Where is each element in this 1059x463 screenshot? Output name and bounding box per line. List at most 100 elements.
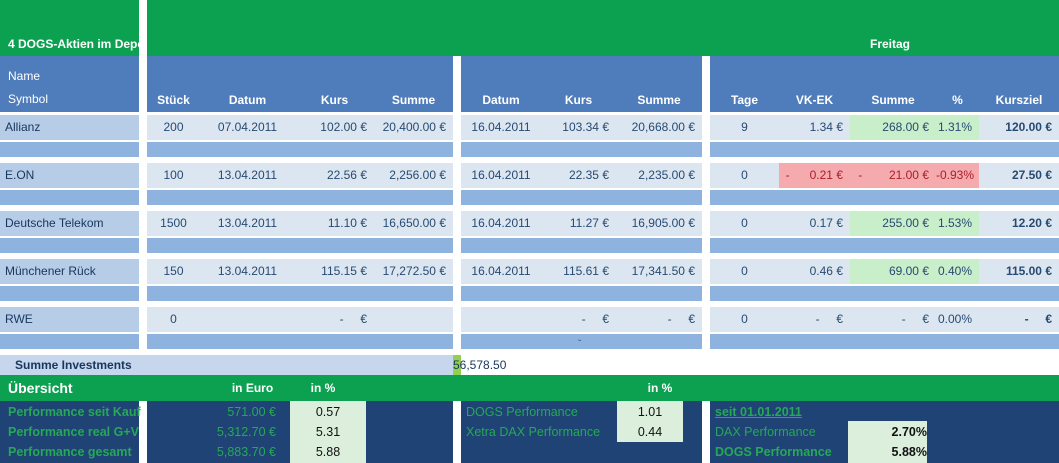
cell-summe-akt[interactable]: 20,668.00 € <box>616 115 702 140</box>
cell-kursziel[interactable]: - € <box>979 307 1059 332</box>
cell-kursziel[interactable]: 120.00 € <box>979 115 1059 140</box>
cell-summe-gv[interactable]: - € <box>850 307 936 332</box>
cell-summe-gv[interactable]: 255.00 € <box>850 211 936 236</box>
cell-stueck[interactable]: 150 <box>147 259 200 284</box>
cell-summe-kauf[interactable] <box>374 307 453 332</box>
cell-datum-akt[interactable] <box>461 307 541 332</box>
dax-performance-pct[interactable]: 2.70% <box>891 425 927 439</box>
cell-datum-kauf[interactable]: 13.04.2011 <box>200 259 295 284</box>
cell-summe-gv[interactable]: 268.00 € <box>850 115 936 140</box>
cell-pct[interactable]: 0.40% <box>936 259 979 284</box>
cell-summe-akt[interactable]: - € <box>616 307 702 332</box>
cell-summe-kauf[interactable]: 16,650.00 € <box>374 211 453 236</box>
performance-seit-kauf-euro[interactable]: 571.00 € <box>227 405 276 419</box>
cell-tage[interactable]: 9 <box>710 115 779 140</box>
cell-vkek[interactable]: 1.34 € <box>779 115 850 140</box>
cell-pct[interactable]: 1.31% <box>936 115 979 140</box>
cell-kurs-akt[interactable]: 115.61 € <box>541 259 616 284</box>
cell-kursziel[interactable]: 12.20 € <box>979 211 1059 236</box>
cell-kurs-kauf[interactable]: 11.10 € <box>295 211 374 236</box>
performance-gesamt-euro[interactable]: 5,883.70 € <box>216 445 276 459</box>
vkek-header: VK-EK <box>779 56 850 112</box>
cell-datum-akt[interactable]: 16.04.2011 <box>461 163 541 188</box>
cell-datum-kauf[interactable]: 07.04.2011 <box>200 115 295 140</box>
cell-stueck[interactable]: 200 <box>147 115 200 140</box>
dogs-performance-ytd-pct[interactable]: 5.88% <box>891 445 927 459</box>
dogs-performance-ytd-label: DOGS Performance <box>715 445 832 459</box>
cell-kursziel[interactable]: 27.50 € <box>979 163 1059 188</box>
cell-pct[interactable]: 1.53% <box>936 211 979 236</box>
xetra-dax-performance-pct[interactable]: 0.44 <box>637 425 663 439</box>
cell-kursziel[interactable]: 115.00 € <box>979 259 1059 284</box>
cell-kurs-akt[interactable]: 11.27 € <box>541 211 616 236</box>
cell-kurs-kauf[interactable]: 22.56 € <box>295 163 374 188</box>
performance-labels-block: Performance seit Kauf Performance real G… <box>0 401 141 463</box>
cell-pct[interactable]: 0.00% <box>936 307 979 332</box>
cell-datum-akt[interactable]: 16.04.2011 <box>461 115 541 140</box>
cell-stueck[interactable]: 1500 <box>147 211 200 236</box>
pct-column-mid <box>617 401 683 442</box>
cell-datum-akt[interactable]: 16.04.2011 <box>461 259 541 284</box>
column-gap <box>453 211 461 236</box>
cell-vkek[interactable]: - € <box>779 307 850 332</box>
cell-tage[interactable]: 0 <box>710 259 779 284</box>
cell-kurs-kauf[interactable]: 102.00 € <box>295 115 374 140</box>
performance-gesamt-pct[interactable]: 5.88 <box>315 445 341 459</box>
uebersicht-band: Übersicht in Euro in % in % <box>0 375 1059 401</box>
in-pct-header-mid: in % <box>647 381 673 395</box>
spacer-row <box>0 190 1059 205</box>
cell-summe-kauf[interactable]: 17,272.50 € <box>374 259 453 284</box>
cell-vkek[interactable]: 0.17 € <box>779 211 850 236</box>
performance-real-gv-euro[interactable]: 5,312.70 € <box>216 425 276 439</box>
cell-name[interactable]: Allianz <box>0 115 139 140</box>
cell-summe-kauf[interactable]: 20,400.00 € <box>374 115 453 140</box>
summe-investments-row: Summe Investments 56,578.50 € 57,149.50 … <box>0 355 1059 415</box>
cell-tage[interactable]: 0 <box>710 163 779 188</box>
cell-datum-kauf[interactable]: 13.04.2011 <box>200 163 295 188</box>
top-band: 4 DOGS-Aktien im Depot Freitag <box>0 0 1059 56</box>
xetra-dax-performance-label: Xetra DAX Performance <box>466 425 601 439</box>
cell-summe-akt[interactable]: 2,235.00 € <box>616 163 702 188</box>
cell-name[interactable]: Deutsche Telekom <box>0 211 139 236</box>
cell-kurs-kauf[interactable]: - € <box>295 307 374 332</box>
cell-vkek[interactable]: - 0.21 € <box>779 163 850 188</box>
cell-pct[interactable]: -0.93% <box>936 163 979 188</box>
column-gap <box>453 307 461 332</box>
cell-name[interactable]: E.ON <box>0 163 139 188</box>
cell-stueck[interactable]: 0 <box>147 307 200 332</box>
cell-tage[interactable]: 0 <box>710 211 779 236</box>
cell-kurs-akt[interactable]: 103.34 € <box>541 115 616 140</box>
summe-akt-header: Summe <box>616 56 702 112</box>
cell-kurs-akt[interactable]: - € <box>541 307 616 332</box>
pct-column-left <box>290 401 366 463</box>
column-gap <box>702 56 710 112</box>
cell-name[interactable]: RWE <box>0 307 139 332</box>
performance-seit-kauf-label: Performance seit Kauf <box>8 405 141 419</box>
cell-vkek[interactable]: 0.46 € <box>779 259 850 284</box>
cell-stueck[interactable]: 100 <box>147 163 200 188</box>
column-gap <box>702 211 710 236</box>
column-gap <box>139 307 147 332</box>
cell-summe-gv[interactable]: 69.00 € <box>850 259 936 284</box>
uebersicht-title: Übersicht <box>8 380 73 396</box>
spacer-row <box>0 286 1059 301</box>
cell-summe-kauf[interactable]: 2,256.00 € <box>374 163 453 188</box>
cell-kurs-akt[interactable]: 22.35 € <box>541 163 616 188</box>
table-row-deutsche-telekom: Deutsche Telekom 1500 13.04.2011 11.10 €… <box>0 211 1059 236</box>
cell-name[interactable]: Münchener Rück <box>0 259 139 284</box>
cell-summe-gv[interactable]: - 21.00 € <box>850 163 936 188</box>
performance-seit-kauf-pct[interactable]: 0.57 <box>315 405 341 419</box>
pct-header: % <box>936 56 979 112</box>
column-gap <box>453 163 461 188</box>
cell-summe-akt[interactable]: 16,905.00 € <box>616 211 702 236</box>
cell-datum-kauf[interactable]: 13.04.2011 <box>200 211 295 236</box>
cell-datum-akt[interactable]: 16.04.2011 <box>461 211 541 236</box>
stray-mark: ˇ <box>578 339 582 350</box>
cell-kurs-kauf[interactable]: 115.15 € <box>295 259 374 284</box>
performance-real-gv-pct[interactable]: 5.31 <box>315 425 341 439</box>
cell-summe-akt[interactable]: 17,341.50 € <box>616 259 702 284</box>
cell-tage[interactable]: 0 <box>710 307 779 332</box>
cell-datum-kauf[interactable] <box>200 307 295 332</box>
name-header: Name <box>8 69 41 83</box>
dogs-performance-pct[interactable]: 1.01 <box>637 405 663 419</box>
